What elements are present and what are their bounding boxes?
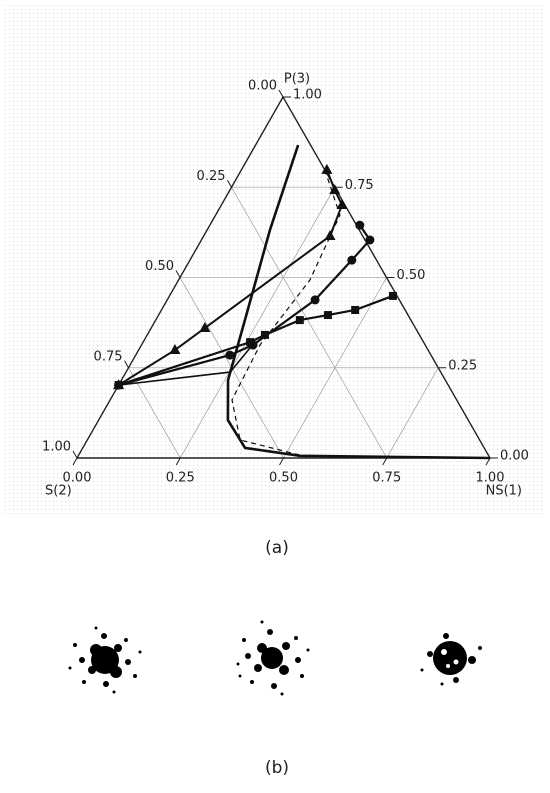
marker: [389, 292, 397, 300]
blob-images: [69, 621, 483, 696]
marker: [225, 351, 234, 360]
blob: [69, 627, 142, 694]
marker: [311, 295, 320, 304]
marker: [296, 316, 304, 324]
blob: [237, 621, 310, 696]
left-tick-label: 0.75: [94, 349, 123, 364]
bottom-tick-label: 0.25: [166, 471, 195, 486]
left-tick-label: 0.00: [248, 79, 277, 94]
right-tick-label: 1.00: [293, 88, 322, 103]
marker: [246, 338, 254, 346]
axis-label: NS(1): [486, 484, 522, 499]
marker: [347, 256, 356, 265]
right-tick-label: 0.00: [500, 449, 529, 464]
right-tick-label: 0.25: [448, 358, 477, 373]
left-tick-label: 1.00: [42, 440, 71, 455]
marker: [261, 331, 269, 339]
figure: 0.00 0.25 0.50 0.75 1.00 0.00 0.25 0.50 0.75 1.00…: [0, 0, 550, 789]
marker: [355, 221, 364, 230]
bottom-tick-label: 0.75: [372, 471, 401, 486]
page: {"chart_data": {"type": "ternary", "axes…: [0, 0, 550, 789]
caption: (a): [265, 538, 289, 558]
marker: [324, 311, 332, 319]
caption: (b): [265, 758, 289, 778]
left-tick-label: 0.50: [145, 259, 174, 274]
right-tick-label: 0.50: [397, 268, 426, 283]
axis-label: P(3): [284, 72, 310, 87]
blob: [421, 633, 483, 686]
bottom-tick-label: 0.50: [269, 471, 298, 486]
left-tick-label: 0.25: [197, 169, 226, 184]
marker: [351, 306, 359, 314]
right-tick-label: 0.75: [345, 178, 374, 193]
axis-label: S(2): [45, 484, 72, 499]
marker: [365, 235, 374, 244]
